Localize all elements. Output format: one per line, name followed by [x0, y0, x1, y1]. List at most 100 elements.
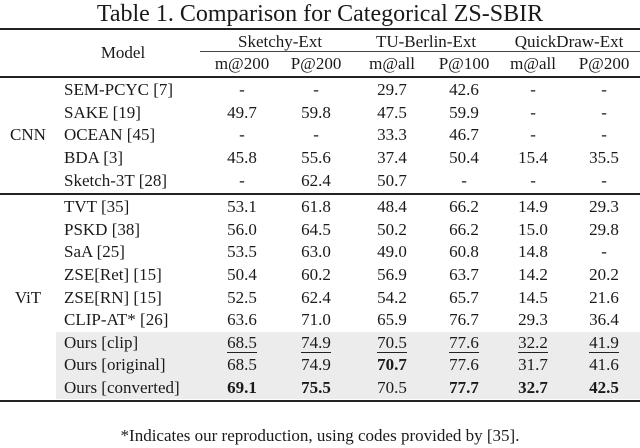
metric-value: 15.0	[518, 219, 548, 239]
metric-header: P@200	[578, 54, 630, 73]
model-name: SEM-PCYC [7]	[64, 80, 174, 100]
metric-value: 71.0	[301, 310, 331, 330]
group-header-rule	[200, 51, 640, 52]
table-row: ZSE[Ret] [15] 50.4 60.2 56.9 63.7 14.2 20.2	[0, 264, 640, 287]
metric-value: 32.2	[518, 332, 548, 353]
metric-value: 64.5	[301, 219, 331, 239]
metric-value: 74.9	[301, 332, 331, 353]
metric-value: 29.3	[518, 310, 548, 330]
metric-value: -	[530, 102, 536, 122]
metric-value: -	[239, 80, 245, 100]
metric-value: 14.8	[518, 242, 548, 262]
metric-value: 14.9	[518, 197, 548, 217]
metric-value: 35.5	[589, 148, 619, 168]
table-row: SAKE [19] 49.7 59.8 47.5 59.9 - -	[0, 102, 640, 125]
metric-value: 75.5	[301, 378, 331, 398]
metric-value: 14.2	[518, 265, 548, 285]
metric-value: 46.7	[449, 125, 479, 145]
metric-value: -	[601, 80, 607, 100]
metric-value: -	[530, 80, 536, 100]
metric-value: 48.4	[377, 197, 407, 217]
metric-value: -	[601, 102, 607, 122]
metric-value: -	[313, 125, 319, 145]
metric-value: 14.5	[518, 287, 548, 307]
metric-value: 29.3	[589, 197, 619, 217]
metric-header: P@100	[438, 54, 490, 73]
metric-value: 41.6	[589, 355, 619, 375]
table-row: Ours [converted] 69.1 75.5 70.5 77.7 32.7 42.5	[0, 376, 640, 400]
table-row: ZSE[RN] [15] 52.5 62.4 54.2 65.7 14.5 21.6	[0, 286, 640, 309]
metric-value: 29.8	[589, 219, 619, 239]
metric-value: 15.4	[518, 148, 548, 168]
table-row: ViT TVT [35] 53.1 61.8 48.4 66.2 14.9 29.3	[0, 196, 640, 306]
metric-value: 29.7	[377, 80, 407, 100]
model-name: Ours [converted]	[56, 376, 207, 400]
model-name: SAKE [19]	[64, 102, 141, 122]
bottom-rule	[0, 400, 640, 402]
metric-value: -	[530, 170, 536, 190]
section-label-cnn: CNN	[10, 125, 46, 145]
model-name: OCEAN [45]	[64, 125, 156, 145]
metric-value: -	[461, 170, 467, 190]
metric-value: 49.7	[227, 102, 257, 122]
metric-header: P@200	[290, 54, 342, 73]
model-name: ZSE[RN] [15]	[64, 287, 162, 307]
section-rule	[0, 76, 640, 78]
metric-value: 47.5	[377, 102, 407, 122]
metric-value: 56.0	[227, 219, 257, 239]
metric-value: 56.9	[377, 265, 407, 285]
metric-value: 76.7	[449, 310, 479, 330]
metric-value: -	[601, 125, 607, 145]
model-column-header: Model	[100, 43, 146, 62]
metric-value: 54.2	[377, 287, 407, 307]
metric-value: 20.2	[589, 265, 619, 285]
metric-value: 70.7	[377, 355, 407, 375]
metric-value: 65.7	[449, 287, 479, 307]
metric-value: 42.6	[449, 80, 479, 100]
metric-value: 50.7	[377, 170, 407, 190]
table-footnote: *Indicates our reproduction, using codes…	[120, 426, 520, 445]
metric-value: 36.4	[589, 310, 619, 330]
table-row: BDA [3] 45.8 55.6 37.4 50.4 15.4 35.5	[0, 147, 640, 170]
table-row: PSKD [38] 56.0 64.5 50.2 66.2 15.0 29.8	[0, 219, 640, 242]
metric-value: 49.0	[377, 242, 407, 262]
metric-header: m@all	[369, 54, 415, 73]
metric-value: 50.4	[227, 265, 257, 285]
group-header-quickdraw: QuickDraw-Ext	[514, 32, 624, 51]
metric-value: 53.1	[227, 197, 257, 217]
model-name: Ours [original]	[56, 354, 207, 377]
metric-value: 66.2	[449, 219, 479, 239]
metric-value: 53.5	[227, 242, 257, 262]
metric-value: 63.7	[449, 265, 479, 285]
metric-value: 50.2	[377, 219, 407, 239]
metric-value: 68.5	[227, 355, 257, 375]
table-row: CLIP-AT* [26] 63.6 71.0 65.9 76.7 29.3 36.4	[0, 309, 640, 332]
metric-value: 68.5	[227, 332, 257, 353]
table-row: Sketch-3T [28] - 62.4 50.7 - - -	[0, 169, 640, 192]
metric-value: 59.8	[301, 102, 331, 122]
table-row: Ours [clip] 68.5 74.9 70.5 77.6 32.2 41.9	[0, 331, 640, 355]
table-title: Table 1. Comparison for Categorical ZS-S…	[96, 1, 544, 27]
metric-value: -	[601, 242, 607, 262]
table-row: CNN SEM-PCYC [7] - -29.7 42.6- -	[0, 79, 640, 144]
metric-value: 42.5	[589, 378, 619, 398]
model-name: Sketch-3T [28]	[64, 170, 168, 190]
metric-value: 31.7	[518, 355, 548, 375]
metric-value: 60.2	[301, 265, 331, 285]
section-label-vit: ViT	[14, 287, 42, 307]
metric-value: 33.3	[377, 125, 407, 145]
section-rule	[0, 193, 640, 195]
metric-value: 52.5	[227, 287, 257, 307]
top-rule	[0, 28, 640, 30]
metric-value: 70.5	[377, 332, 407, 353]
metric-value: 62.4	[301, 170, 331, 190]
metric-value: 74.9	[301, 355, 331, 375]
metric-value: 77.6	[449, 355, 479, 375]
metric-value: -	[313, 80, 319, 100]
metric-value: 55.6	[301, 148, 331, 168]
metric-value: 63.6	[227, 310, 257, 330]
group-header-sketchy: Sketchy-Ext	[238, 32, 323, 51]
metric-value: 66.2	[449, 197, 479, 217]
metric-value: 77.7	[449, 378, 479, 398]
metric-value: 70.5	[377, 378, 407, 398]
